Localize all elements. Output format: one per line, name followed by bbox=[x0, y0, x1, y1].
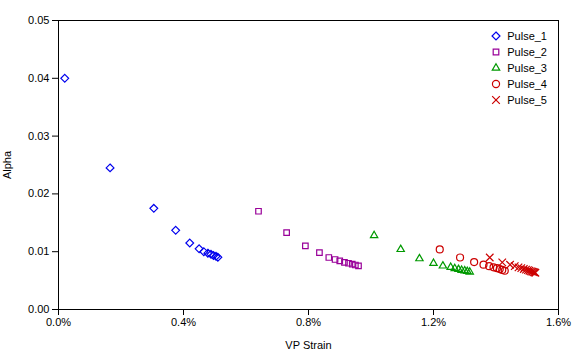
svg-text:Alpha: Alpha bbox=[1, 150, 13, 179]
html-text:Pulse_1: Pulse_1 bbox=[507, 30, 547, 42]
svg-text:0.4%: 0.4% bbox=[171, 316, 196, 328]
svg-text:0.04: 0.04 bbox=[28, 72, 49, 84]
html-text:Pulse_5: Pulse_5 bbox=[507, 94, 547, 106]
svg-text:VP Strain: VP Strain bbox=[285, 339, 331, 351]
svg-text:0.00: 0.00 bbox=[28, 303, 49, 315]
html-text:Pulse_2: Pulse_2 bbox=[507, 46, 547, 58]
svg-text:0.01: 0.01 bbox=[28, 245, 49, 257]
svg-text:0.0%: 0.0% bbox=[46, 316, 71, 328]
svg-text:0.05: 0.05 bbox=[28, 14, 49, 26]
html-text:Pulse_3: Pulse_3 bbox=[507, 62, 547, 74]
html-text:Pulse_4: Pulse_4 bbox=[507, 78, 547, 90]
svg-text:0.02: 0.02 bbox=[28, 187, 49, 199]
svg-text:0.8%: 0.8% bbox=[296, 316, 321, 328]
svg-text:1.2%: 1.2% bbox=[421, 316, 446, 328]
svg-text:0.03: 0.03 bbox=[28, 130, 49, 142]
svg-text:1.6%: 1.6% bbox=[546, 316, 571, 328]
